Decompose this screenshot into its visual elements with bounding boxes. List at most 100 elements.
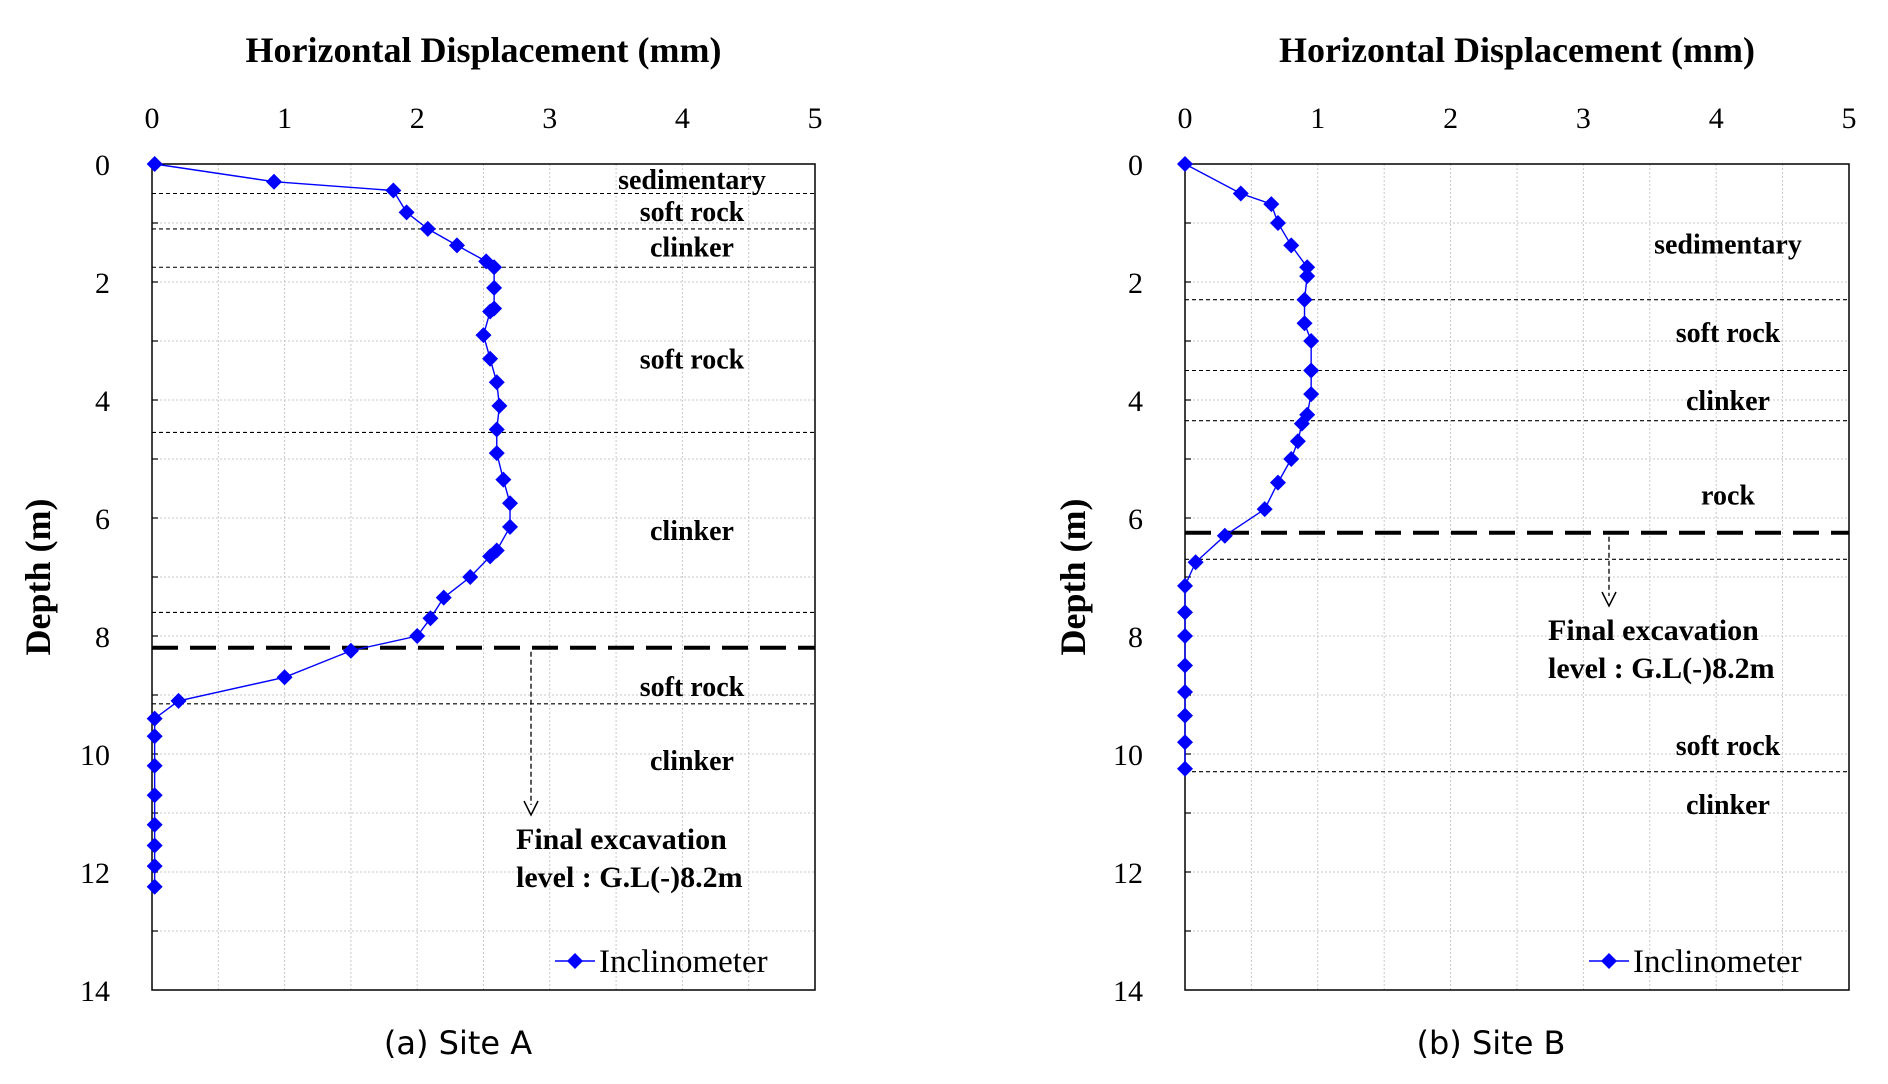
legend-label: Inclinometer bbox=[1633, 944, 1802, 980]
data-point-marker bbox=[491, 397, 508, 414]
x-tick-label: 1 bbox=[1310, 102, 1325, 135]
annotation-arrow-head bbox=[523, 800, 539, 817]
data-point-marker bbox=[342, 642, 359, 659]
legend-label: Inclinometer bbox=[599, 944, 768, 980]
x-tick-label: 3 bbox=[542, 102, 557, 135]
x-tick-label: 2 bbox=[410, 102, 425, 135]
layer-label: soft rock bbox=[640, 197, 745, 228]
axis-title-x: Horizontal Displacement (mm) bbox=[246, 30, 722, 70]
series-line-inclinometer bbox=[1184, 163, 1312, 769]
annotation-line-1: Final excavation bbox=[516, 823, 727, 856]
x-tick-label: 4 bbox=[1709, 102, 1724, 135]
data-point-marker bbox=[1187, 554, 1204, 571]
x-tick-label: 0 bbox=[145, 102, 160, 135]
series-line-inclinometer bbox=[153, 163, 511, 887]
layer-label: clinker bbox=[650, 516, 734, 547]
axis-title-y: Depth (m) bbox=[1053, 499, 1093, 656]
data-point-marker bbox=[1232, 185, 1249, 202]
y-tick-label: 0 bbox=[95, 149, 110, 182]
data-point-marker bbox=[1293, 415, 1310, 432]
layer-label: clinker bbox=[1686, 790, 1770, 821]
axis-title-y: Depth (m) bbox=[18, 499, 58, 656]
data-point-marker bbox=[146, 156, 163, 172]
figure-caption: (a) Site A bbox=[384, 1024, 532, 1062]
y-tick-label: 12 bbox=[80, 857, 110, 890]
data-point-marker bbox=[276, 669, 293, 686]
y-tick-label: 0 bbox=[1128, 149, 1143, 182]
data-point-marker bbox=[1256, 501, 1273, 518]
data-point-marker bbox=[265, 173, 282, 190]
x-tick-label: 0 bbox=[1178, 102, 1193, 135]
y-tick-label: 14 bbox=[80, 975, 110, 1008]
legend-marker bbox=[567, 953, 583, 969]
y-tick-label: 4 bbox=[95, 385, 110, 418]
x-tick-label: 3 bbox=[1576, 102, 1591, 135]
x-tick-label: 2 bbox=[1443, 102, 1458, 135]
y-tick-label: 2 bbox=[1128, 267, 1143, 300]
y-tick-label: 14 bbox=[1113, 975, 1143, 1008]
y-tick-label: 8 bbox=[1128, 621, 1143, 654]
data-point-marker bbox=[1296, 291, 1313, 308]
legend-marker bbox=[1601, 953, 1617, 969]
x-tick-label: 1 bbox=[277, 102, 292, 135]
data-point-marker bbox=[1283, 451, 1300, 467]
annotation-line-2: level : G.L(-)8.2m bbox=[1548, 652, 1775, 685]
data-point-marker bbox=[1177, 604, 1193, 621]
data-point-marker bbox=[1303, 362, 1320, 379]
figure-caption: (b) Site B bbox=[1416, 1024, 1565, 1062]
data-point-marker bbox=[1296, 315, 1313, 332]
y-tick-label: 10 bbox=[80, 739, 110, 772]
y-tick-label: 8 bbox=[95, 621, 110, 654]
data-point-marker bbox=[1177, 707, 1193, 724]
data-point-marker bbox=[1299, 259, 1316, 276]
data-point-marker bbox=[1177, 628, 1193, 644]
data-point-marker bbox=[146, 858, 163, 875]
data-point-marker bbox=[488, 445, 505, 462]
data-point-marker bbox=[385, 182, 402, 199]
data-point-marker bbox=[422, 610, 439, 627]
data-point-marker bbox=[495, 471, 512, 488]
data-point-marker bbox=[146, 816, 163, 833]
layer-label: soft rock bbox=[640, 672, 745, 703]
data-point-marker bbox=[146, 787, 163, 804]
layer-label: clinker bbox=[1686, 386, 1770, 417]
data-point-marker bbox=[435, 589, 452, 606]
annotation-line-1: Final excavation bbox=[1548, 614, 1759, 647]
data-point-marker bbox=[1177, 760, 1193, 777]
data-point-marker bbox=[486, 279, 503, 296]
data-point-marker bbox=[1299, 268, 1316, 285]
data-point-marker bbox=[146, 878, 163, 895]
data-point-marker bbox=[486, 259, 503, 276]
data-point-marker bbox=[482, 548, 499, 565]
data-point-marker bbox=[1289, 433, 1306, 450]
data-point-marker bbox=[1269, 215, 1286, 231]
data-point-marker bbox=[1283, 237, 1300, 254]
data-point-marker bbox=[1177, 577, 1193, 594]
x-tick-label: 5 bbox=[1842, 102, 1857, 135]
layer-label: sedimentary bbox=[618, 165, 766, 196]
y-tick-label: 10 bbox=[1113, 739, 1143, 772]
y-tick-label: 6 bbox=[95, 503, 110, 536]
data-point-marker bbox=[1303, 333, 1320, 349]
data-point-marker bbox=[482, 303, 499, 320]
y-tick-label: 6 bbox=[1128, 503, 1143, 536]
data-point-marker bbox=[1177, 734, 1193, 751]
data-point-marker bbox=[398, 204, 415, 221]
data-point-marker bbox=[475, 327, 492, 344]
data-point-marker bbox=[1177, 657, 1193, 674]
data-point-marker bbox=[146, 837, 163, 854]
x-tick-label: 4 bbox=[675, 102, 690, 135]
axis-title-x: Horizontal Displacement (mm) bbox=[1279, 30, 1755, 70]
layer-label: clinker bbox=[650, 233, 734, 264]
data-point-marker bbox=[1303, 386, 1320, 403]
data-point-marker bbox=[502, 518, 519, 535]
layer-label: clinker bbox=[650, 746, 734, 777]
data-point-marker bbox=[409, 628, 426, 644]
data-point-marker bbox=[1177, 156, 1193, 172]
data-point-marker bbox=[419, 220, 436, 237]
data-point-marker bbox=[482, 350, 499, 367]
layer-label: sedimentary bbox=[1654, 230, 1802, 261]
data-point-marker bbox=[1269, 474, 1286, 491]
data-point-marker bbox=[502, 495, 519, 512]
